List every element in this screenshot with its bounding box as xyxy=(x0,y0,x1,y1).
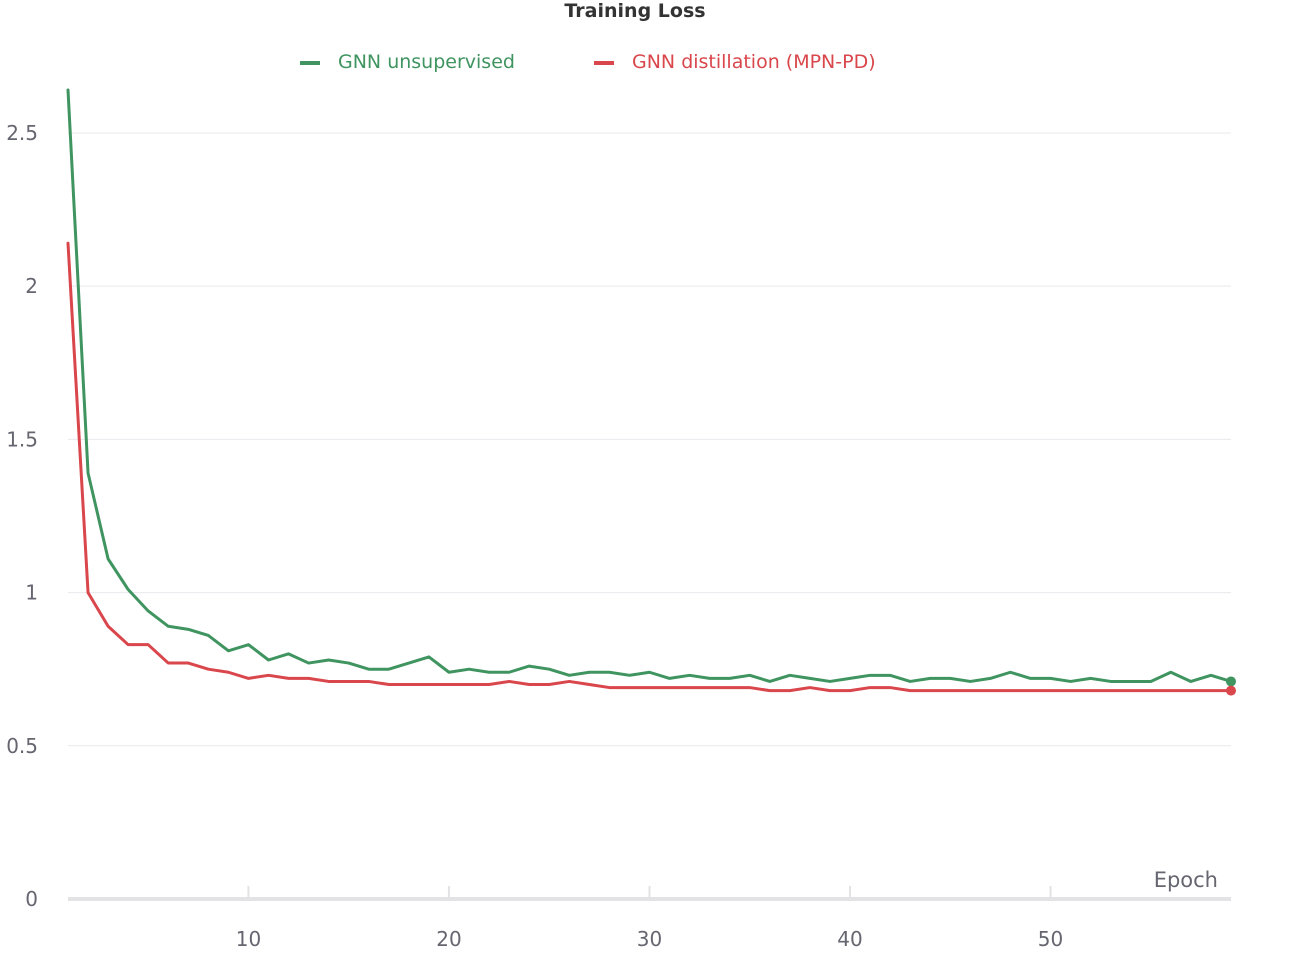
y-tick-label: 0.5 xyxy=(6,734,38,758)
x-tick-label: 30 xyxy=(637,927,662,951)
series-line-1 xyxy=(66,241,1233,693)
legend[interactable]: GNN unsupervised GNN distillation (MPN-PD… xyxy=(300,51,876,73)
x-tick-label: 50 xyxy=(1038,927,1063,951)
series-lines xyxy=(66,88,1236,696)
x-tick-label: 20 xyxy=(436,927,461,951)
legend-item-0[interactable]: GNN unsupervised xyxy=(300,51,515,73)
x-tick-label: 40 xyxy=(837,927,862,951)
legend-label: GNN distillation (MPN-PD) xyxy=(632,51,876,73)
legend-label: GNN unsupervised xyxy=(338,51,515,73)
y-tick-label: 2 xyxy=(25,274,38,298)
y-tick-label: 1.5 xyxy=(6,427,38,451)
y-axis: 0 0.5 1 1.5 2 2.5 xyxy=(6,121,38,911)
gridlines xyxy=(68,132,1231,747)
chart-title: Training Loss xyxy=(564,0,705,22)
series-end-marker-1 xyxy=(1226,685,1236,696)
y-tick-label: 2.5 xyxy=(6,121,38,145)
x-axis-title: Epoch xyxy=(1154,868,1218,892)
series-line-0 xyxy=(66,88,1233,683)
x-axis: 10 20 30 40 50 xyxy=(68,886,1231,951)
y-tick-label: 1 xyxy=(25,581,38,605)
series-end-marker-0 xyxy=(1226,676,1236,687)
legend-item-1[interactable]: GNN distillation (MPN-PD) xyxy=(594,51,876,73)
y-tick-label: 0 xyxy=(25,887,38,911)
x-tick-label: 10 xyxy=(236,927,261,951)
